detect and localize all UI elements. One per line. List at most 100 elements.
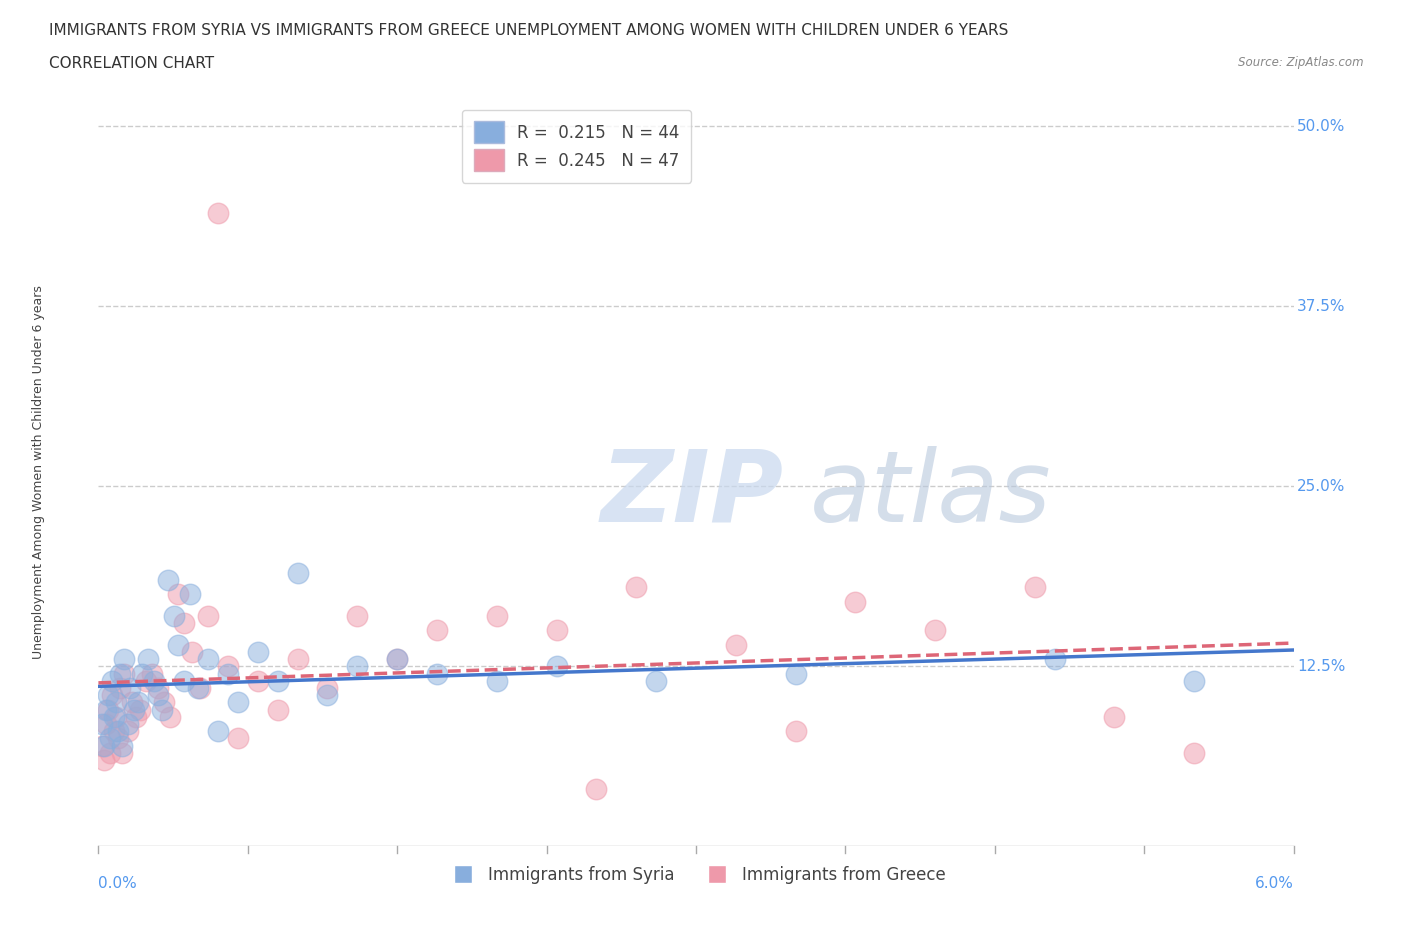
Point bbox=[426, 623, 449, 638]
Point bbox=[93, 738, 115, 753]
Point bbox=[97, 687, 120, 702]
Text: ZIP: ZIP bbox=[600, 445, 783, 543]
Point bbox=[153, 695, 176, 710]
Point bbox=[173, 673, 195, 688]
Point bbox=[101, 687, 124, 702]
Text: 50.0%: 50.0% bbox=[1298, 119, 1346, 134]
Point bbox=[385, 652, 409, 667]
Point bbox=[207, 724, 229, 738]
Point bbox=[645, 673, 668, 688]
Point bbox=[585, 781, 607, 796]
Point bbox=[96, 702, 118, 717]
Point bbox=[1104, 710, 1126, 724]
Point bbox=[163, 608, 186, 623]
Point bbox=[111, 745, 134, 760]
Point bbox=[127, 695, 149, 710]
Point bbox=[785, 724, 807, 738]
Point bbox=[226, 731, 249, 746]
Point bbox=[143, 673, 166, 688]
Point bbox=[924, 623, 946, 638]
Point bbox=[110, 666, 132, 681]
Point bbox=[131, 666, 153, 681]
Point bbox=[117, 716, 139, 731]
Point bbox=[187, 681, 209, 696]
Point bbox=[546, 623, 568, 638]
Point bbox=[121, 695, 143, 710]
Point bbox=[101, 673, 124, 688]
Point bbox=[485, 673, 508, 688]
Point bbox=[385, 652, 409, 667]
Point bbox=[1182, 745, 1205, 760]
Point bbox=[124, 702, 146, 717]
Point bbox=[485, 608, 508, 623]
Point bbox=[346, 608, 368, 623]
Point bbox=[159, 710, 181, 724]
Point bbox=[217, 658, 239, 673]
Point bbox=[844, 594, 866, 609]
Point bbox=[129, 702, 152, 717]
Point bbox=[197, 608, 219, 623]
Point bbox=[207, 206, 229, 220]
Point bbox=[246, 673, 269, 688]
Point bbox=[111, 738, 134, 753]
Point bbox=[785, 666, 807, 681]
Point bbox=[267, 673, 290, 688]
Text: 0.0%: 0.0% bbox=[98, 876, 138, 891]
Point bbox=[148, 681, 170, 696]
Text: CORRELATION CHART: CORRELATION CHART bbox=[49, 56, 214, 71]
Point bbox=[91, 738, 114, 753]
Point bbox=[110, 681, 132, 696]
Point bbox=[188, 681, 211, 696]
Point bbox=[346, 658, 368, 673]
Point bbox=[246, 644, 269, 659]
Legend: Immigrants from Syria, Immigrants from Greece: Immigrants from Syria, Immigrants from G… bbox=[440, 859, 952, 890]
Point bbox=[226, 695, 249, 710]
Point bbox=[98, 745, 122, 760]
Point bbox=[626, 579, 648, 594]
Point bbox=[136, 652, 159, 667]
Point bbox=[426, 666, 449, 681]
Point bbox=[267, 702, 290, 717]
Point bbox=[141, 666, 163, 681]
Point bbox=[287, 565, 309, 580]
Text: Source: ZipAtlas.com: Source: ZipAtlas.com bbox=[1239, 56, 1364, 69]
Point bbox=[105, 710, 128, 724]
Point bbox=[112, 652, 135, 667]
Text: 37.5%: 37.5% bbox=[1298, 299, 1346, 314]
Point bbox=[148, 687, 170, 702]
Text: IMMIGRANTS FROM SYRIA VS IMMIGRANTS FROM GREECE UNEMPLOYMENT AMONG WOMEN WITH CH: IMMIGRANTS FROM SYRIA VS IMMIGRANTS FROM… bbox=[49, 23, 1008, 38]
Point bbox=[117, 724, 139, 738]
Point bbox=[1043, 652, 1066, 667]
Point bbox=[546, 658, 568, 673]
Point bbox=[125, 710, 148, 724]
Point bbox=[93, 752, 115, 767]
Point bbox=[103, 710, 125, 724]
Point bbox=[179, 587, 201, 602]
Point bbox=[1024, 579, 1046, 594]
Point bbox=[157, 573, 180, 588]
Point bbox=[96, 716, 118, 731]
Text: 25.0%: 25.0% bbox=[1298, 479, 1346, 494]
Point bbox=[135, 673, 157, 688]
Point bbox=[91, 716, 114, 731]
Point bbox=[120, 681, 142, 696]
Point bbox=[181, 644, 204, 659]
Point bbox=[98, 731, 122, 746]
Point bbox=[316, 681, 339, 696]
Point bbox=[112, 666, 135, 681]
Text: atlas: atlas bbox=[810, 445, 1052, 543]
Point bbox=[1182, 673, 1205, 688]
Point bbox=[97, 702, 120, 717]
Point bbox=[167, 637, 190, 652]
Text: Unemployment Among Women with Children Under 6 years: Unemployment Among Women with Children U… bbox=[32, 285, 45, 659]
Point bbox=[150, 702, 173, 717]
Point bbox=[217, 666, 239, 681]
Point bbox=[107, 724, 129, 738]
Point bbox=[103, 724, 125, 738]
Point bbox=[197, 652, 219, 667]
Text: 6.0%: 6.0% bbox=[1254, 876, 1294, 891]
Point bbox=[105, 695, 128, 710]
Point bbox=[724, 637, 747, 652]
Point bbox=[107, 731, 129, 746]
Point bbox=[316, 687, 339, 702]
